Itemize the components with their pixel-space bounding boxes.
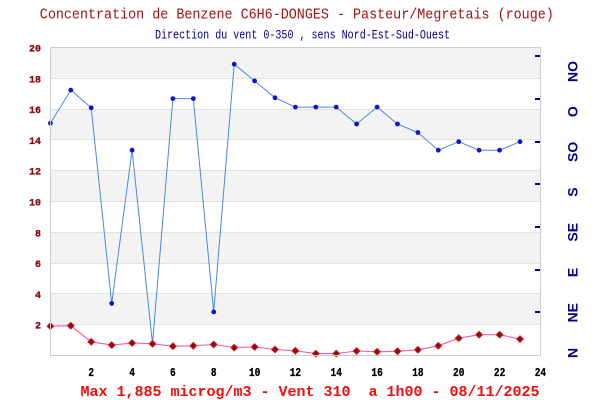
svg-text:E: E <box>565 268 581 277</box>
svg-text:O: O <box>565 106 581 117</box>
svg-text:4: 4 <box>129 367 135 380</box>
svg-text:SE: SE <box>565 223 581 242</box>
svg-text:S: S <box>565 187 581 196</box>
svg-text:SO: SO <box>565 142 581 162</box>
svg-text:10: 10 <box>249 367 260 380</box>
svg-text:12: 12 <box>29 167 41 179</box>
svg-text:12: 12 <box>290 367 301 380</box>
svg-text:8: 8 <box>211 367 217 380</box>
svg-text:4: 4 <box>35 290 41 302</box>
svg-text:2: 2 <box>35 321 41 333</box>
svg-text:18: 18 <box>412 367 423 380</box>
svg-text:2: 2 <box>88 367 94 380</box>
svg-text:24: 24 <box>535 367 546 380</box>
svg-text:Direction du vent 0-350 , sens: Direction du vent 0-350 , sens Nord-Est-… <box>155 28 450 42</box>
svg-text:6: 6 <box>35 259 41 271</box>
svg-text:22: 22 <box>494 367 505 380</box>
svg-text:N: N <box>565 348 581 358</box>
svg-text:18: 18 <box>29 74 41 86</box>
svg-text:14: 14 <box>29 136 41 148</box>
svg-text:8: 8 <box>35 228 41 240</box>
svg-text:16: 16 <box>29 105 41 117</box>
svg-text:Concentration de Benzene C6H6-: Concentration de Benzene C6H6-DONGES - P… <box>40 7 554 24</box>
svg-text:NO: NO <box>565 61 581 82</box>
svg-text:NE: NE <box>565 303 581 322</box>
svg-text:Max 1,885 microg/m3 - Vent 310: Max 1,885 microg/m3 - Vent 310 a 1h00 - … <box>81 384 540 400</box>
svg-text:6: 6 <box>170 367 176 380</box>
svg-text:14: 14 <box>331 367 342 380</box>
svg-text:16: 16 <box>371 367 382 380</box>
svg-text:10: 10 <box>29 198 41 210</box>
svg-text:20: 20 <box>29 44 41 56</box>
svg-text:20: 20 <box>453 367 464 380</box>
